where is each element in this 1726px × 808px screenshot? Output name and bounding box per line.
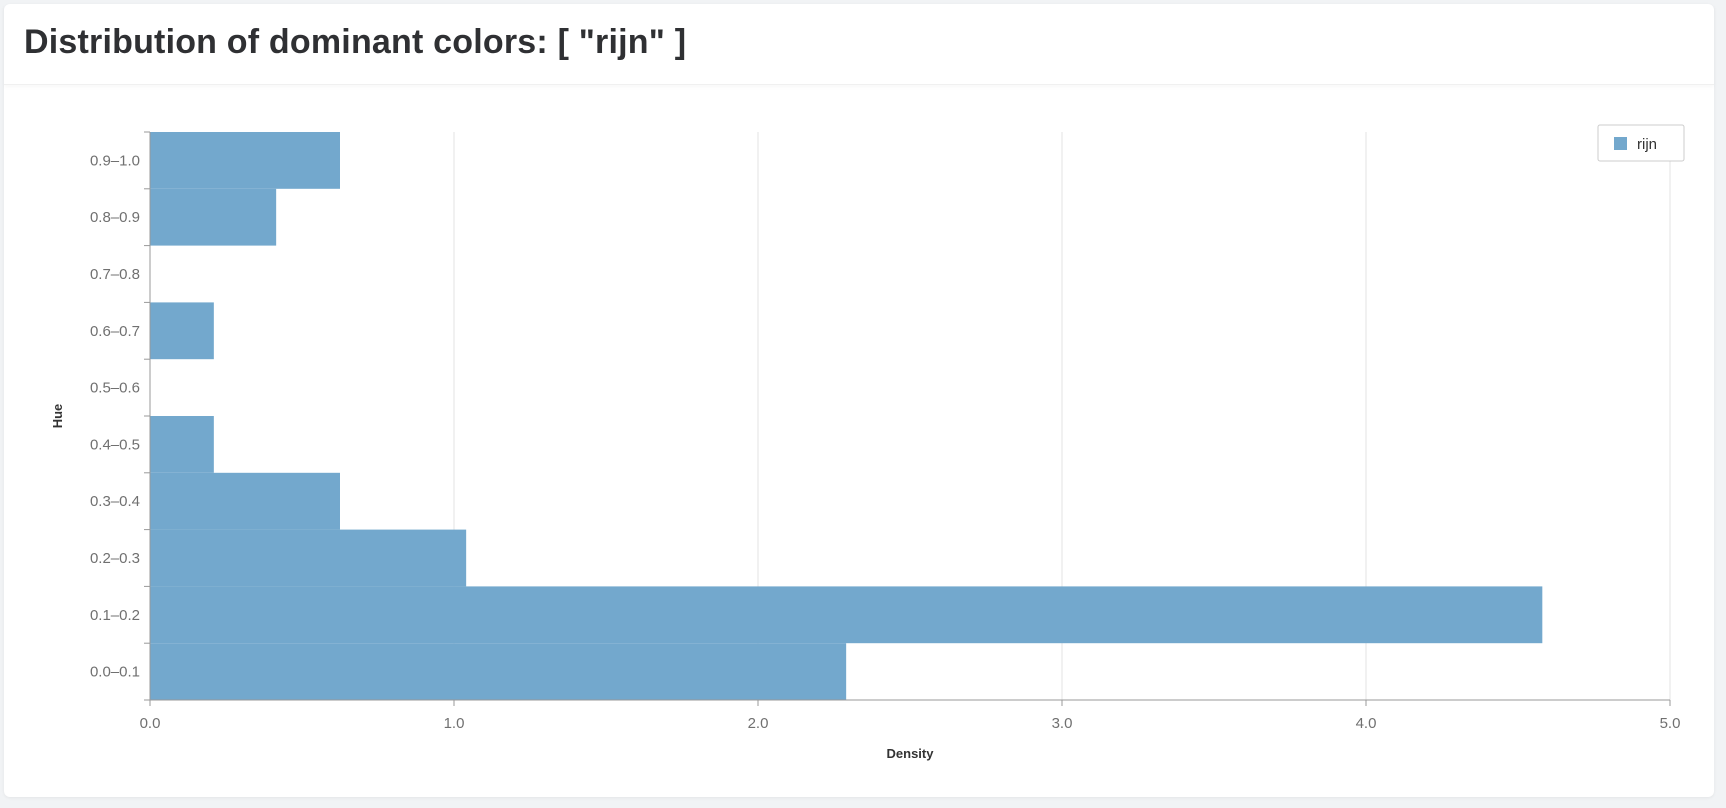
histogram-bar [150,302,214,360]
legend-swatch [1614,137,1627,150]
histogram-bar [150,132,340,189]
page-title: Distribution of dominant colors: [ "rijn… [24,23,687,61]
card-header: Distribution of dominant colors: [ "rijn… [4,4,1714,85]
y-tick-label: 0.2–0.3 [90,550,140,567]
legend-label: rijn [1637,136,1657,153]
legend-box [1597,124,1685,162]
y-tick-label: 0.7–0.8 [90,266,140,283]
x-tick-label: 1.0 [444,715,465,732]
histogram-bar [150,529,467,587]
x-tick-label: 3.0 [1052,715,1073,732]
y-tick-label: 0.3–0.4 [90,493,140,510]
x-axis-title: Density [887,746,935,761]
y-tick-label: 0.8–0.9 [90,209,140,226]
x-tick-label: 5.0 [1660,715,1681,732]
y-tick-label: 0.9–1.0 [90,152,140,169]
y-tick-label: 0.6–0.7 [90,323,140,340]
histogram-bar [150,188,277,246]
histogram-bar [150,643,847,700]
y-tick-label: 0.5–0.6 [90,380,140,397]
y-axis-title: Hue [50,404,65,429]
histogram-bar [150,586,1543,644]
histogram-bar [150,472,340,530]
x-tick-label: 0.0 [140,715,161,732]
y-tick-label: 0.0–0.1 [90,664,140,681]
x-tick-label: 2.0 [748,715,769,732]
x-tick-label: 4.0 [1356,715,1377,732]
y-tick-label: 0.1–0.2 [90,607,140,624]
histogram-bar [150,416,214,473]
y-tick-label: 0.4–0.5 [90,436,140,453]
